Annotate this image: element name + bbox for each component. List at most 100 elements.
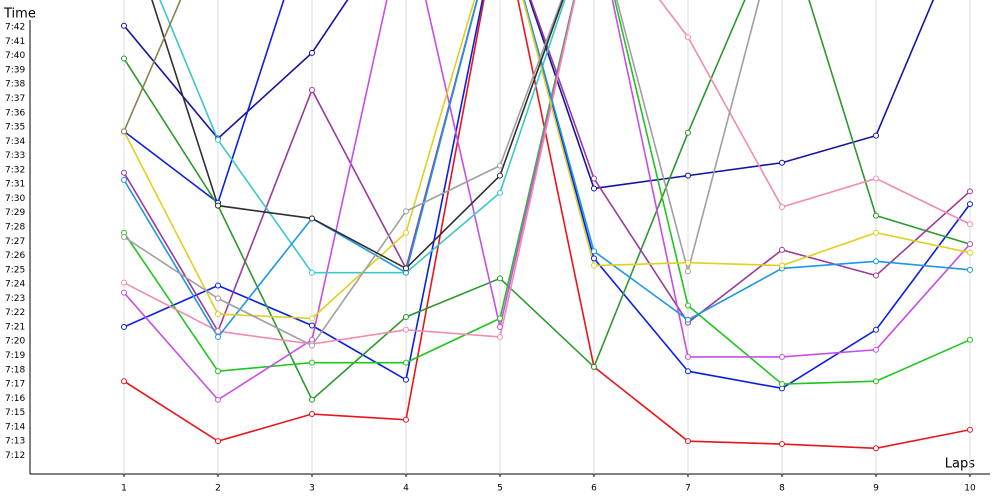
point xyxy=(684,172,691,179)
point xyxy=(590,175,597,182)
y-tick-label: 7:25 xyxy=(5,265,25,275)
y-tick-label: 7:27 xyxy=(5,237,25,247)
point xyxy=(120,176,127,183)
point xyxy=(402,208,409,215)
point xyxy=(308,49,315,56)
y-tick-label: 7:41 xyxy=(5,37,25,47)
point xyxy=(966,336,973,343)
point xyxy=(684,259,691,266)
x-tick-label: 4 xyxy=(403,484,409,494)
point xyxy=(308,269,315,276)
point xyxy=(214,282,221,289)
point xyxy=(120,55,127,62)
point xyxy=(966,241,973,248)
y-tick-label: 7:16 xyxy=(5,394,25,404)
point xyxy=(872,229,879,236)
point xyxy=(872,272,879,279)
point xyxy=(590,363,597,370)
series-line xyxy=(123,0,971,339)
point xyxy=(402,265,409,272)
point xyxy=(120,128,127,135)
point xyxy=(214,136,221,143)
point xyxy=(778,204,785,211)
point xyxy=(778,441,785,448)
point xyxy=(684,129,691,136)
series-line xyxy=(123,0,971,401)
point xyxy=(120,289,127,296)
y-tick-label: 7:29 xyxy=(5,208,25,218)
point xyxy=(684,353,691,360)
x-tick-label: 6 xyxy=(591,484,597,494)
point xyxy=(872,326,879,333)
y-tick-label: 7:28 xyxy=(5,223,25,233)
point xyxy=(214,333,221,340)
point xyxy=(684,34,691,41)
point xyxy=(120,323,127,330)
point xyxy=(308,359,315,366)
series-line xyxy=(123,0,971,390)
y-tick-label: 7:30 xyxy=(5,194,25,204)
point xyxy=(590,248,597,255)
point xyxy=(214,295,221,302)
y-tick-label: 7:33 xyxy=(5,151,25,161)
point xyxy=(496,162,503,169)
point xyxy=(308,396,315,403)
y-tick-label: 7:13 xyxy=(5,437,25,447)
point xyxy=(872,346,879,353)
point xyxy=(872,175,879,182)
point xyxy=(402,313,409,320)
y-tick-label: 7:31 xyxy=(5,180,25,190)
x-tick-label: 3 xyxy=(309,484,315,494)
point xyxy=(308,411,315,418)
point xyxy=(214,438,221,445)
point xyxy=(496,323,503,330)
series-line xyxy=(123,0,971,385)
point xyxy=(590,185,597,192)
point xyxy=(496,275,503,282)
y-tick-label: 7:19 xyxy=(5,351,25,361)
x-tick-label: 7 xyxy=(685,484,691,494)
point xyxy=(966,201,973,208)
point xyxy=(214,396,221,403)
series-line xyxy=(123,0,935,190)
y-tick-label: 7:22 xyxy=(5,308,25,318)
y-tick-label: 7:15 xyxy=(5,408,25,418)
point xyxy=(966,221,973,228)
y-tick-label: 7:37 xyxy=(5,94,25,104)
point xyxy=(120,169,127,176)
point xyxy=(778,262,785,269)
point xyxy=(308,322,315,329)
point xyxy=(778,353,785,360)
point xyxy=(214,328,221,335)
y-tick-label: 7:42 xyxy=(5,23,25,33)
point xyxy=(402,229,409,236)
series-line xyxy=(151,0,564,270)
point xyxy=(872,378,879,385)
point xyxy=(590,262,597,269)
point xyxy=(684,268,691,275)
point xyxy=(308,86,315,93)
point xyxy=(684,368,691,375)
x-tick-label: 5 xyxy=(497,484,503,494)
y-tick-label: 7:23 xyxy=(5,294,25,304)
point xyxy=(496,315,503,322)
point xyxy=(120,279,127,286)
point xyxy=(496,189,503,196)
x-tick-label: 10 xyxy=(964,484,976,494)
y-tick-label: 7:38 xyxy=(5,80,25,90)
x-tick-label: 2 xyxy=(215,484,221,494)
y-tick-label: 7:32 xyxy=(5,165,25,175)
y-tick-label: 7:14 xyxy=(5,422,25,432)
point xyxy=(120,22,127,29)
point xyxy=(402,376,409,383)
point xyxy=(402,359,409,366)
series-line xyxy=(123,0,971,450)
point xyxy=(214,202,221,209)
series-line xyxy=(123,0,760,347)
y-tick-label: 7:34 xyxy=(5,137,25,147)
series-line xyxy=(123,0,971,345)
point xyxy=(402,326,409,333)
point xyxy=(496,333,503,340)
series-line xyxy=(123,0,182,132)
